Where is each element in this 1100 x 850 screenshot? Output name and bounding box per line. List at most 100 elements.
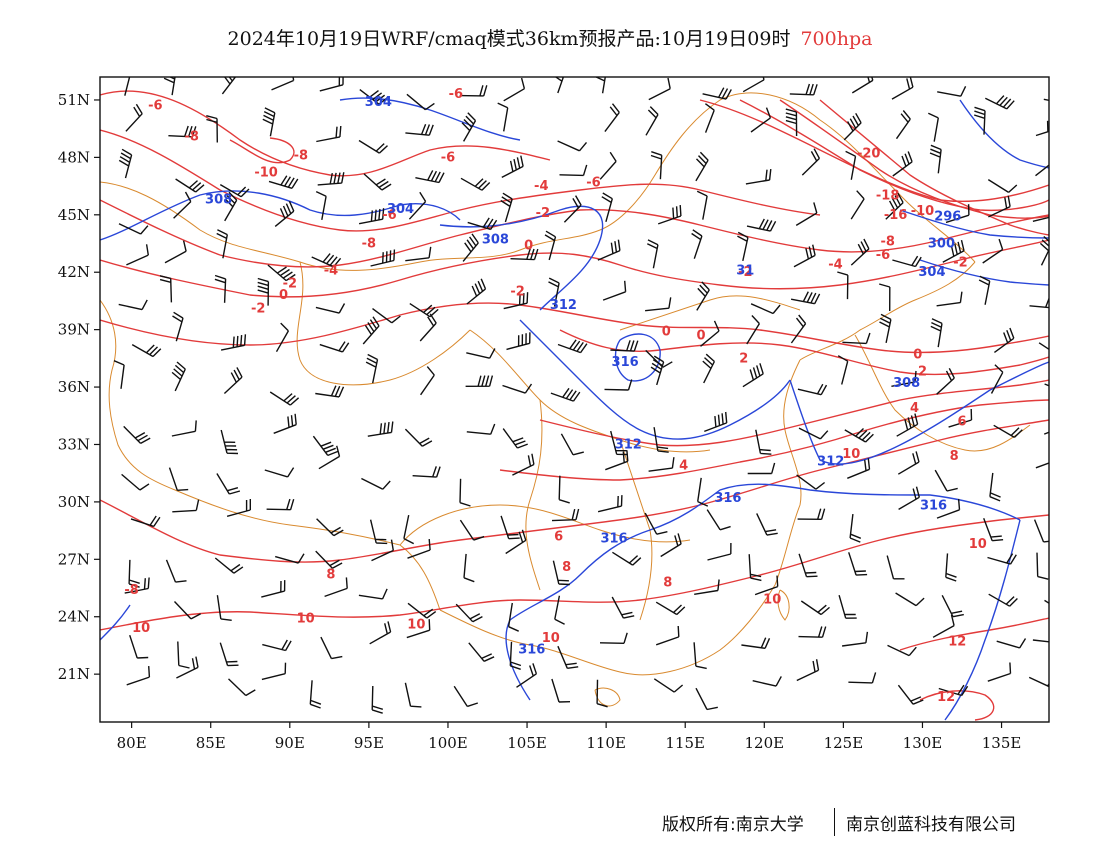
lon-tick-label: 135E	[982, 734, 1022, 752]
wind-barb	[316, 518, 344, 537]
wind-barb	[369, 519, 388, 545]
isotherm-label: -4	[534, 179, 548, 194]
wind-barb	[750, 107, 772, 133]
wind-barb	[420, 366, 435, 396]
isotherm-label: -2	[738, 265, 752, 280]
wind-barb	[655, 625, 680, 646]
wind-barb	[937, 85, 967, 97]
wind-barb	[891, 370, 917, 387]
wind-barb	[164, 240, 187, 264]
wind-barb	[171, 420, 197, 437]
wind-barb	[558, 475, 570, 504]
isotherm-label: 2	[739, 351, 748, 366]
wind-barb	[460, 177, 491, 191]
wind-barb	[800, 600, 830, 616]
wind-barb	[261, 580, 286, 598]
wind-barb	[645, 106, 659, 136]
wind-barb	[406, 619, 431, 639]
wind-barb	[754, 575, 779, 596]
wind-barb	[755, 429, 772, 455]
wind-barb	[982, 238, 1004, 264]
isotherm-label: 0	[662, 325, 671, 340]
wind-barb	[459, 519, 485, 541]
isotherm-label: 2	[918, 365, 927, 380]
isotherm-label: 8	[950, 449, 959, 464]
wind-barb	[118, 223, 149, 235]
wind-barb	[266, 498, 295, 511]
lon-tick-label: 120E	[745, 734, 785, 752]
latitude-axis: 21N 24N 27N 30N 33N 36N 39N 42N 45N 48N 51N	[58, 91, 100, 683]
wind-barb	[842, 631, 869, 647]
wind-barb	[795, 202, 818, 226]
wind-barb	[785, 108, 798, 137]
wind-barb	[557, 339, 588, 354]
wind-barb	[594, 77, 606, 94]
lat-tick-label: 51N	[58, 91, 90, 109]
wind-barb	[655, 601, 686, 616]
isotherm-label: 10	[132, 621, 150, 636]
wind-barb	[371, 685, 384, 714]
isotherm-label: -6	[148, 99, 162, 114]
isotherm-label: 10	[542, 631, 560, 646]
wind-barb	[691, 229, 703, 259]
lon-tick-label: 100E	[428, 734, 468, 752]
wind-barb	[315, 385, 345, 398]
height-ne-1	[959, 99, 1049, 169]
wind-barb	[563, 195, 582, 223]
isotherm-label: 10	[297, 612, 315, 627]
height-ne-2	[899, 209, 1049, 239]
wind-barb	[363, 173, 392, 191]
hainan-coast	[594, 687, 621, 707]
wind-barb	[365, 353, 379, 384]
wind-barb	[842, 332, 871, 345]
wind-barb	[468, 642, 495, 662]
isotherm-label: -4	[324, 263, 338, 278]
wind-barb	[1044, 599, 1049, 605]
wind-barb	[1039, 235, 1049, 266]
isotherm-6	[499, 399, 1049, 481]
wind-barb	[176, 656, 199, 679]
wind-barb	[405, 123, 434, 136]
wind-barb	[359, 89, 389, 105]
wind-barb	[746, 218, 777, 232]
wind-barb	[124, 577, 150, 594]
wind-barb	[887, 644, 917, 657]
height-label: 304	[365, 95, 392, 110]
lat-tick-label: 39N	[58, 321, 90, 339]
wind-barb	[978, 275, 991, 305]
wind-barb	[466, 423, 496, 435]
lat-tick-label: 48N	[58, 148, 90, 166]
wind-barb	[175, 178, 205, 193]
wind-barb	[599, 632, 628, 644]
isotherm-labels: -6-8-8-10-6-6-8-6-4-20-2-4 -6-20-2-20-18-…	[124, 87, 986, 705]
wind-barb	[648, 457, 675, 472]
wind-barb	[601, 192, 613, 222]
isotherm-neg6-north	[100, 129, 821, 232]
isotherm-label: 10	[842, 447, 860, 462]
wind-barb	[702, 87, 732, 100]
wind-barb	[704, 411, 728, 433]
wind-barb	[934, 469, 958, 492]
wind-barb	[742, 77, 765, 93]
lon-tick-label: 80E	[117, 734, 147, 752]
isotherm-label: 4	[679, 459, 688, 474]
wind-barb	[453, 685, 479, 708]
isotherm-label: 0	[697, 328, 706, 343]
lat-tick-label: 30N	[58, 493, 90, 511]
company-text: 南京创蓝科技有限公司	[846, 815, 1016, 835]
wind-barb	[932, 614, 955, 638]
isotherm-label: -18	[876, 189, 900, 204]
isotherm-ne-2	[739, 99, 1049, 212]
wind-barb	[599, 151, 617, 180]
wind-barb	[895, 110, 911, 140]
height-labels: 304 308 304 308 312 316 312 31 296 300 304 308 312 31…	[205, 95, 961, 657]
wind-barb	[929, 144, 942, 174]
wind-barb	[990, 364, 1004, 394]
wind-barb	[467, 217, 498, 231]
wind-barb	[879, 313, 892, 344]
title-main: 2024年10月19日WRF/cmaq模式36km预报产品:10月19日09时	[227, 28, 791, 50]
wind-barb	[560, 433, 584, 456]
height-label: 308	[205, 192, 232, 207]
wind-barb	[502, 383, 533, 394]
wind-barb	[896, 413, 919, 437]
